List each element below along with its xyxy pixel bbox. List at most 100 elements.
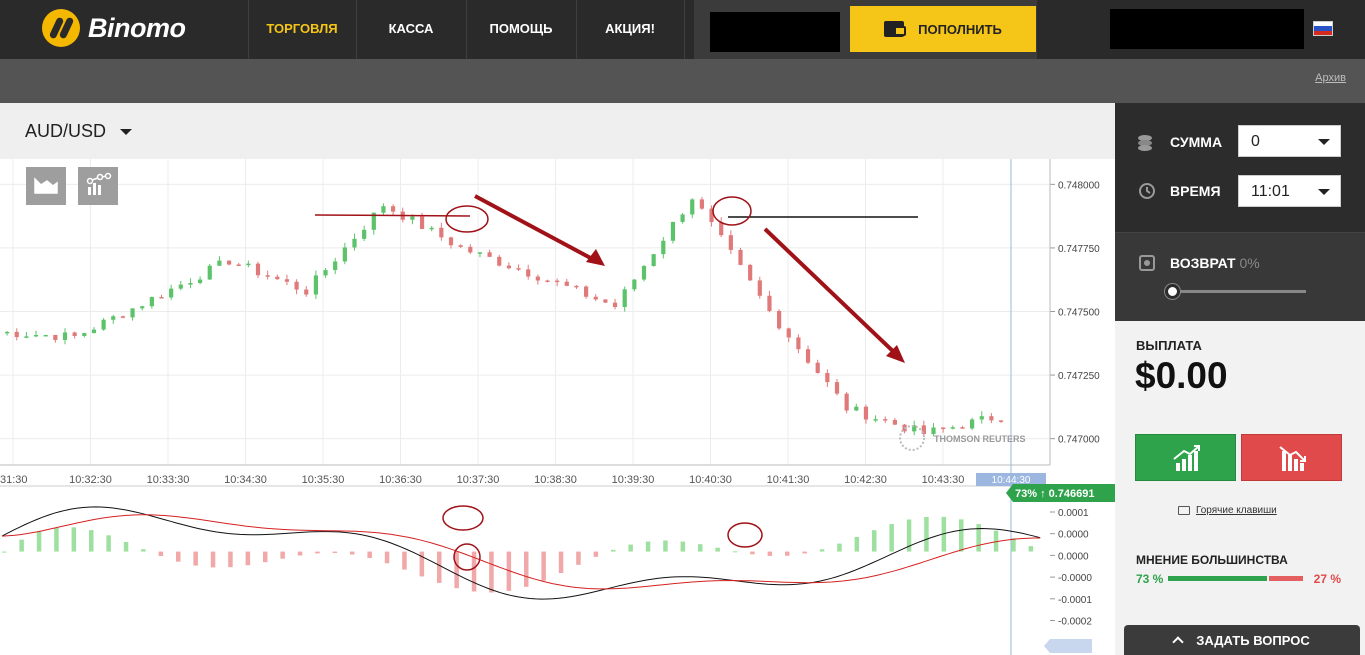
candle-body	[178, 284, 183, 289]
asset-bar: AUD/USD	[0, 103, 1115, 159]
candle-body	[352, 238, 357, 248]
candle-body	[680, 214, 685, 222]
nav-trading[interactable]: ТОРГОВЛЯ	[266, 21, 338, 36]
histogram-bar	[297, 551, 303, 556]
deposit-button[interactable]: ПОПОЛНИТЬ	[850, 6, 1036, 52]
watermark: THOMSON REUTERS	[899, 425, 1026, 451]
candle-body	[468, 246, 473, 253]
candle-body	[101, 319, 106, 330]
indicators-icon[interactable]	[78, 167, 118, 205]
nav-divider	[576, 0, 577, 59]
candle-body	[738, 249, 743, 265]
candle-body	[805, 349, 811, 363]
candle-body	[198, 279, 203, 284]
trade-panel: СУММА 0 ВРЕМЯ 11:01 ВОЗВРАТ 0% ВЫПЛАТА $…	[1115, 103, 1365, 655]
candle-body	[931, 427, 936, 435]
deposit-label: ПОПОЛНИТЬ	[918, 21, 1002, 37]
payout-label: ВЫПЛАТА	[1136, 338, 1202, 353]
histogram-bar	[732, 551, 738, 553]
brand-logo[interactable]: Binomo	[42, 9, 186, 47]
nav-help[interactable]: ПОМОЩЬ	[489, 21, 553, 36]
histogram-bar	[437, 551, 442, 583]
user-account-redacted[interactable]	[1110, 9, 1304, 49]
trend-up-icon	[1173, 445, 1200, 471]
brand-name: Binomo	[88, 12, 186, 43]
indicator-tick-label: -0.0002	[1058, 617, 1092, 628]
candle-body	[757, 280, 762, 296]
price-chart[interactable]: 31:30 10:32:30 10:33:30 10:34:30 10:35:30 10:…	[0, 159, 1115, 655]
time-select[interactable]: 11:01	[1238, 175, 1341, 207]
candle-body	[169, 288, 174, 298]
candle-body	[661, 240, 666, 255]
indicator-tick-label: 0.0000	[1058, 551, 1089, 562]
indicator-tick-label: -0.0001	[1058, 595, 1092, 606]
candle-body	[854, 406, 859, 411]
histogram-bar	[176, 551, 181, 562]
indicator-tick-label: 0.0000	[1058, 530, 1089, 541]
time-tick-label: 10:33:30	[147, 474, 190, 486]
candle-body	[690, 199, 695, 215]
circle-annotation	[453, 543, 481, 571]
hotkeys-link[interactable]: Горячие клавиши	[1178, 505, 1277, 516]
call-up-button[interactable]	[1135, 434, 1236, 481]
candle-body	[767, 295, 772, 311]
histogram-bar	[698, 544, 703, 552]
histogram-bar	[402, 551, 407, 570]
time-value: 11:01	[1251, 183, 1290, 200]
balance-redacted[interactable]	[710, 12, 840, 52]
return-slider-thumb[interactable]	[1165, 284, 1180, 299]
asset-selector[interactable]: AUD/USD	[25, 121, 133, 142]
keyboard-icon	[1178, 506, 1190, 515]
time-tick-label: 10:32:30	[69, 474, 112, 486]
candle-body	[506, 265, 511, 269]
candle-body	[844, 393, 849, 411]
archive-link[interactable]: Архив	[1315, 72, 1346, 84]
language-flag-icon[interactable]	[1313, 21, 1333, 36]
candle-body	[834, 382, 840, 394]
candle-body	[796, 337, 801, 350]
return-slider-track[interactable]	[1173, 290, 1306, 293]
current-time-label: 10:44:30	[992, 475, 1031, 486]
candle-body	[545, 280, 550, 282]
candle-body	[120, 316, 125, 318]
histogram-bar	[141, 549, 146, 552]
candle-body	[960, 427, 965, 429]
logo-icon	[42, 9, 80, 47]
nav-promo[interactable]: АКЦИЯ!	[605, 21, 655, 36]
candle-body	[419, 216, 425, 229]
histogram-bar	[332, 551, 338, 554]
candle-body	[564, 281, 569, 286]
nav-cashier[interactable]: КАССА	[388, 21, 434, 36]
candle-body	[603, 299, 608, 303]
candle-body	[342, 247, 347, 262]
candle-body	[333, 261, 338, 271]
candle-body	[632, 279, 637, 290]
candle-body	[815, 362, 820, 373]
put-down-button[interactable]	[1241, 434, 1342, 481]
histogram-bar	[541, 551, 546, 581]
ask-question-button[interactable]: ЗАДАТЬ ВОПРОС	[1124, 625, 1360, 655]
histogram-bar	[750, 551, 755, 555]
time-tick-label: 10:39:30	[612, 474, 655, 486]
time-tick-label: 10:41:30	[767, 474, 810, 486]
majority-bar: 73 % 27 %	[1136, 572, 1341, 586]
histogram-bar	[906, 519, 912, 552]
ask-label: ЗАДАТЬ ВОПРОС	[1196, 632, 1310, 648]
candle-body	[892, 419, 897, 425]
majority-down-text: 27 %	[1313, 572, 1341, 586]
area-chart-icon[interactable]	[26, 167, 66, 205]
candle-body	[912, 425, 917, 432]
amount-label: СУММА	[1170, 134, 1223, 150]
histogram-bar	[576, 551, 581, 565]
candle-body	[699, 199, 704, 209]
macd-line	[1, 506, 1041, 600]
histogram-bar	[819, 549, 825, 552]
candle-body	[323, 270, 328, 276]
candle-body	[371, 212, 376, 230]
price-tick-label: 0.747250	[1058, 371, 1100, 382]
histogram-bar	[228, 551, 233, 568]
amount-select[interactable]: 0	[1238, 125, 1341, 157]
histogram-bar	[524, 551, 529, 587]
candle-body	[941, 427, 946, 430]
safe-icon	[1139, 255, 1155, 271]
